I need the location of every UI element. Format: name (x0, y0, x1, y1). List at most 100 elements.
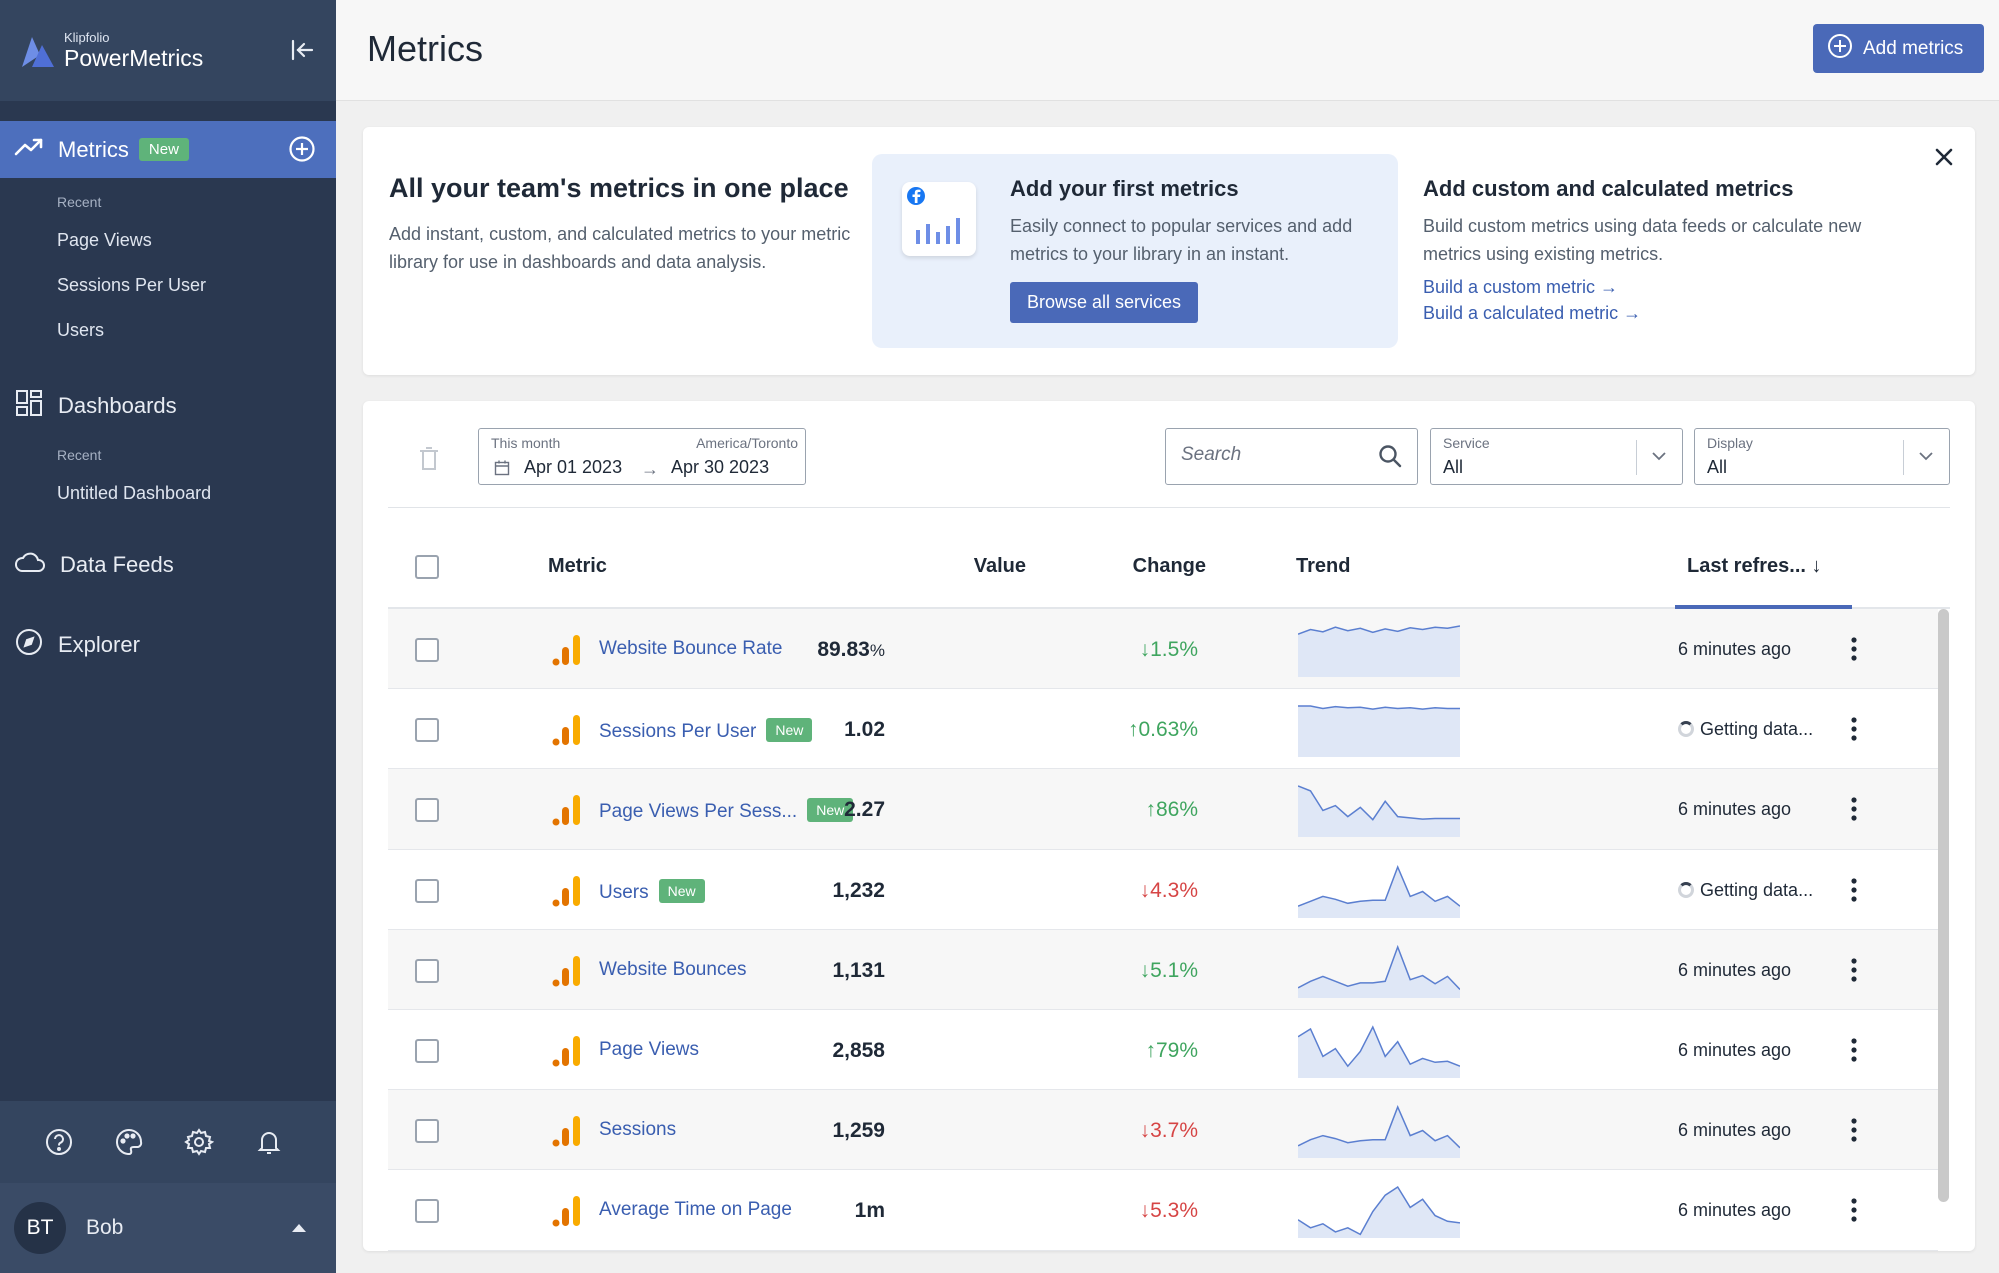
more-options-icon[interactable] (1849, 957, 1859, 983)
row-checkbox[interactable] (415, 1119, 439, 1144)
user-menu[interactable]: BT Bob (0, 1183, 336, 1273)
sparkline-line (1297, 1186, 1461, 1236)
row-checkbox[interactable] (415, 798, 439, 823)
search-icon[interactable] (1377, 443, 1403, 469)
help-icon[interactable] (44, 1127, 74, 1157)
table-row[interactable]: Website Bounces 1,131 ↓5.1% 6 minutes ago (388, 929, 1938, 1010)
metric-change: ↓4.3% (1139, 878, 1198, 902)
more-options-icon[interactable] (1849, 877, 1859, 903)
row-checkbox[interactable] (415, 718, 439, 743)
select-all-checkbox[interactable] (415, 555, 439, 579)
metric-name-link[interactable]: Sessions Per User New (599, 718, 813, 743)
last-refreshed-text: 6 minutes ago (1678, 639, 1792, 659)
nav-dashboards[interactable]: Dashboards (14, 388, 177, 423)
nav-explorer-label: Explorer (58, 631, 140, 657)
more-options-icon[interactable] (1849, 716, 1859, 742)
custom-metrics-panel: Add custom and calculated metrics Build … (1423, 176, 1923, 324)
metric-name-link[interactable]: Average Time on Page (599, 1199, 792, 1221)
sparkline-area (1298, 706, 1460, 758)
palette-icon[interactable] (114, 1127, 144, 1157)
caret-up-icon[interactable] (292, 1224, 306, 1232)
sparkline-line (1297, 625, 1461, 635)
analytics-icon (552, 955, 582, 987)
add-metrics-button[interactable]: Add metrics (1813, 24, 1984, 73)
more-options-icon[interactable] (1849, 636, 1859, 662)
metric-value-number: 1,259 (832, 1119, 885, 1143)
table-header: Metric Value Change Trend Last refres...… (388, 535, 1950, 609)
close-icon[interactable] (1929, 142, 1959, 172)
column-metric[interactable]: Metric (548, 555, 607, 577)
metric-name-link[interactable]: Page Views Per Sess... New (599, 798, 854, 823)
more-options-icon[interactable] (1849, 1117, 1859, 1143)
row-checkbox[interactable] (415, 638, 439, 662)
bell-icon[interactable] (254, 1127, 284, 1157)
row-checkbox[interactable] (415, 878, 439, 903)
build-calculated-metric-link[interactable]: Build a calculated metric → (1423, 303, 1642, 323)
service-select-value: All (1443, 457, 1464, 477)
metric-name-link[interactable]: Users New (599, 878, 705, 904)
search-input[interactable] (1181, 444, 1371, 466)
table-row[interactable]: Website Bounce Rate 89.83% ↓1.5% 6 minutes … (388, 609, 1938, 690)
browse-services-button[interactable]: Browse all services (1010, 282, 1199, 323)
metric-name-link[interactable]: Website Bounce Rate (599, 638, 782, 660)
last-refreshed-text: 6 minutes ago (1678, 959, 1792, 980)
last-refreshed: 6 minutes ago (1678, 1200, 1791, 1221)
add-metric-icon[interactable] (288, 135, 316, 163)
metric-name-link[interactable]: Page Views (599, 1039, 699, 1061)
table-row[interactable]: Users New 1,232 ↓4.3% Getting data... (388, 850, 1938, 930)
row-checkbox[interactable] (415, 1199, 439, 1224)
table-row[interactable]: Sessions Per User New 1.02 ↑0.63% Getting da… (388, 689, 1938, 770)
row-checkbox[interactable] (415, 958, 439, 983)
metric-name-link[interactable]: Sessions (599, 1119, 676, 1141)
recent-metric-item[interactable]: Page Views (57, 230, 152, 250)
collapse-sidebar-icon[interactable] (286, 34, 318, 66)
nav-data-feeds[interactable]: Data Feeds (14, 550, 174, 579)
metric-value: 1,259 (832, 1119, 885, 1143)
display-select[interactable]: Display All (1694, 428, 1950, 485)
metric-change: ↑0.63% (1127, 718, 1198, 742)
last-refreshed-text: Getting data... (1700, 879, 1814, 900)
first-metrics-description: Easily connect to popular services and a… (1010, 216, 1353, 264)
display-select-value: All (1707, 457, 1728, 477)
metrics-table-card: This month America/Toronto Apr 01 2023 →… (363, 401, 1975, 1251)
sparkline-area (1298, 626, 1460, 677)
recent-dashboard-item[interactable]: Untitled Dashboard (57, 483, 212, 503)
date-range-picker[interactable]: This month America/Toronto Apr 01 2023 →… (478, 428, 806, 485)
metric-name-link[interactable]: Website Bounces (599, 959, 747, 981)
column-change[interactable]: Change (1132, 555, 1206, 577)
onboarding-card: All your team's metrics in one place Add… (363, 127, 1975, 375)
table-row[interactable]: Sessions 1,259 ↓3.7% 6 minutes ago (388, 1090, 1938, 1171)
scrollbar[interactable] (1938, 609, 1949, 1202)
trash-icon[interactable] (417, 445, 441, 473)
more-options-icon[interactable] (1849, 1197, 1859, 1223)
column-last-refreshed[interactable]: Last refres... ↓ (1687, 555, 1822, 577)
last-refreshed: 6 minutes ago (1678, 960, 1791, 981)
nav-explorer[interactable]: Explorer (14, 627, 140, 662)
metric-value: 2.27 (844, 798, 885, 822)
recent-metric-item[interactable]: Sessions Per User (57, 275, 207, 295)
metric-value-number: 1,232 (832, 878, 885, 902)
build-custom-metric-link[interactable]: Build a custom metric → (1423, 277, 1619, 297)
row-checkbox[interactable] (415, 1038, 439, 1063)
metric-name: Sessions Per User (599, 721, 757, 743)
first-metrics-text: Add your first metrics Easily connect to… (1010, 176, 1390, 323)
column-value[interactable]: Value (973, 555, 1026, 577)
table-row[interactable]: Page Views 2,858 ↑79% 6 minutes ago (388, 1010, 1938, 1091)
trend-icon (14, 136, 44, 163)
chevron-down-icon (1917, 447, 1935, 465)
metric-value-number: 2.27 (844, 798, 885, 822)
nav-metrics-label: Metrics (58, 136, 129, 162)
sparkline-svg (1297, 625, 1461, 677)
recent-metric-item[interactable]: Users (57, 320, 105, 340)
service-select[interactable]: Service All (1430, 428, 1683, 485)
sparkline-area (1298, 946, 1460, 998)
service-select-label: Service (1443, 435, 1490, 451)
more-options-icon[interactable] (1849, 796, 1859, 822)
first-metrics-heading: Add your first metrics (1010, 176, 1239, 201)
gear-icon[interactable] (184, 1127, 215, 1157)
date-to: Apr 30 2023 (671, 457, 770, 477)
table-row[interactable]: Average Time on Page 1m ↓5.3% 6 minutes ago (388, 1170, 1938, 1251)
table-row[interactable]: Page Views Per Sess... New 2.27 ↑86% 6 minut… (388, 769, 1938, 850)
more-options-icon[interactable] (1849, 1037, 1859, 1063)
nav-metrics[interactable]: Metrics New (0, 121, 336, 178)
